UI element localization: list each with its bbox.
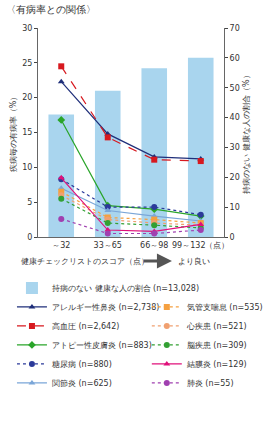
svg-text:30: 30 — [230, 143, 240, 152]
svg-text:関節炎 (n=625): 関節炎 (n=625) — [52, 379, 112, 388]
svg-text:10: 10 — [22, 163, 32, 172]
svg-text:高血圧 (n=2,642): 高血圧 (n=2,642) — [52, 322, 119, 331]
svg-text:33～65: 33～65 — [94, 241, 122, 250]
svg-text:健康チェックリストのスコア（点）: 健康チェックリストのスコア（点） — [21, 257, 149, 266]
svg-text:～32: ～32 — [52, 241, 70, 250]
svg-text:持病のない 健康な人の割合 (n=13,028): 持病のない 健康な人の割合 (n=13,028) — [52, 284, 199, 293]
svg-text:糖尿病 (n=880): 糖尿病 (n=880) — [52, 360, 112, 369]
svg-text:70: 70 — [230, 24, 240, 33]
svg-text:60: 60 — [230, 54, 240, 63]
svg-text:アレルギー性鼻炎 (n=2,738): アレルギー性鼻炎 (n=2,738) — [52, 303, 159, 312]
svg-text:25: 25 — [22, 59, 32, 68]
svg-text:20: 20 — [22, 93, 32, 102]
svg-text:66～98: 66～98 — [140, 241, 168, 250]
svg-text:心疾患 (n=521): 心疾患 (n=521) — [186, 322, 247, 331]
svg-text:肺炎 (n=55): 肺炎 (n=55) — [187, 379, 234, 388]
svg-text:結膜炎 (n=129): 結膜炎 (n=129) — [186, 360, 247, 369]
svg-text:5: 5 — [27, 198, 32, 207]
svg-text:0: 0 — [27, 233, 32, 242]
svg-text:脳疾患 (n=309): 脳疾患 (n=309) — [187, 341, 247, 350]
svg-text:20: 20 — [230, 173, 240, 182]
svg-text:50: 50 — [230, 84, 240, 93]
svg-text:40: 40 — [230, 113, 240, 122]
svg-text:10: 10 — [230, 203, 240, 212]
svg-text:〈有病率との関係〉: 〈有病率との関係〉 — [6, 4, 96, 15]
svg-text:15: 15 — [22, 128, 32, 137]
svg-text:アトピー性皮膚炎 (n=883): アトピー性皮膚炎 (n=883) — [52, 341, 152, 350]
svg-text:疾病毎の有病率（%）: 疾病毎の有病率（%） — [9, 93, 18, 173]
svg-text:30: 30 — [22, 24, 32, 33]
svg-text:持病のない 健康な人の割合（%）: 持病のない 健康な人の割合（%） — [242, 71, 251, 193]
svg-text:気管支喘息 (n=535): 気管支喘息 (n=535) — [187, 303, 263, 312]
svg-text:0: 0 — [230, 233, 235, 242]
svg-text:99～132（点）: 99～132（点） — [172, 241, 229, 250]
svg-text:より良い: より良い — [178, 257, 210, 266]
